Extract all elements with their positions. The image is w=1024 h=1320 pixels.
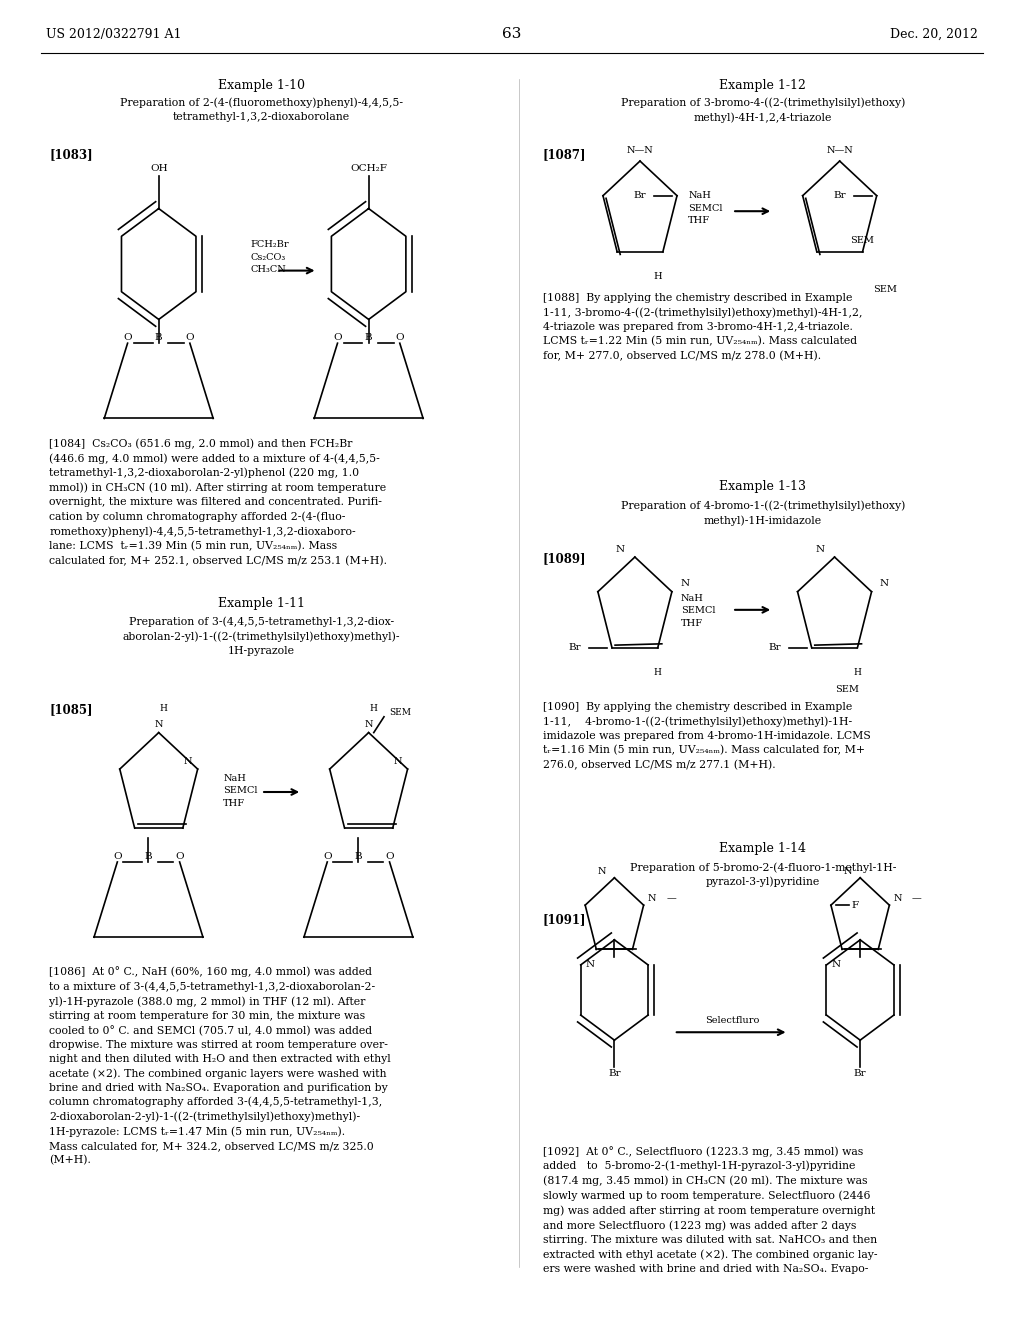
Text: N: N [393, 756, 401, 766]
Text: O: O [113, 853, 122, 861]
Text: [1088]  By applying the chemistry described in Example
1-11, 3-bromo-4-((2-(trim: [1088] By applying the chemistry describ… [543, 293, 862, 360]
Text: Example 1-14: Example 1-14 [720, 842, 806, 855]
Text: O: O [395, 334, 404, 342]
Text: H: H [160, 705, 168, 713]
Text: N—N: N—N [627, 147, 653, 154]
Text: O: O [123, 334, 132, 342]
Text: Preparation of 2-(4-(fluoromethoxy)phenyl)-4,4,5,5-
tetramethyl-1,3,2-dioxaborol: Preparation of 2-(4-(fluoromethoxy)pheny… [120, 98, 402, 123]
Text: Preparation of 5-bromo-2-(4-fluoro-1-methyl-1H-
pyrazol-3-yl)pyridine: Preparation of 5-bromo-2-(4-fluoro-1-met… [630, 862, 896, 887]
Text: O: O [333, 334, 342, 342]
Text: N: N [844, 867, 852, 875]
Text: [1087]: [1087] [543, 148, 586, 161]
Text: Preparation of 4-bromo-1-((2-(trimethylsilyl)ethoxy)
methyl)-1H-imidazole: Preparation of 4-bromo-1-((2-(trimethyls… [621, 500, 905, 525]
Text: N: N [680, 579, 689, 589]
Text: N—N: N—N [826, 147, 853, 154]
Text: —: — [667, 894, 676, 903]
Text: Example 1-11: Example 1-11 [218, 597, 304, 610]
Text: OH: OH [150, 164, 168, 173]
Text: NaH
SEMCl
THF: NaH SEMCl THF [688, 191, 723, 226]
Text: N: N [880, 579, 889, 589]
Text: [1091]: [1091] [543, 913, 586, 927]
Text: N: N [598, 867, 606, 875]
Text: Preparation of 3-bromo-4-((2-(trimethylsilyl)ethoxy)
methyl)-4H-1,2,4-triazole: Preparation of 3-bromo-4-((2-(trimethyls… [621, 98, 905, 123]
Text: Selectfluro: Selectfluro [705, 1016, 760, 1024]
Text: O: O [185, 334, 195, 342]
Text: B: B [155, 334, 163, 342]
Text: H: H [653, 272, 663, 281]
Text: N: N [586, 961, 595, 969]
Text: —: — [912, 894, 922, 903]
Text: N: N [647, 894, 656, 903]
Text: US 2012/0322791 A1: US 2012/0322791 A1 [46, 28, 181, 41]
Text: Br: Br [834, 191, 846, 201]
Text: H: H [653, 668, 662, 677]
Text: N: N [893, 894, 902, 903]
Text: O: O [175, 853, 184, 861]
Text: [1086]  At 0° C., NaH (60%, 160 mg, 4.0 mmol) was added
to a mixture of 3-(4,4,5: [1086] At 0° C., NaH (60%, 160 mg, 4.0 m… [49, 966, 391, 1166]
Text: NaH
SEMCl
THF: NaH SEMCl THF [223, 774, 258, 808]
Text: Br: Br [608, 1069, 621, 1078]
Text: Br: Br [768, 643, 781, 652]
Text: H: H [853, 668, 861, 677]
Text: N: N [155, 721, 163, 729]
Text: B: B [144, 853, 153, 861]
Text: NaH
SEMCl
THF: NaH SEMCl THF [681, 594, 716, 628]
Text: O: O [323, 853, 332, 861]
Text: FCH₂Br
Cs₂CO₃
CH₃CN: FCH₂Br Cs₂CO₃ CH₃CN [251, 240, 290, 275]
Text: Br: Br [568, 643, 582, 652]
Text: N: N [365, 721, 373, 729]
Text: O: O [385, 853, 394, 861]
Text: SEM: SEM [389, 709, 411, 717]
Text: Br: Br [634, 191, 646, 201]
Text: Example 1-10: Example 1-10 [218, 79, 304, 92]
Text: [1084]  Cs₂CO₃ (651.6 mg, 2.0 mmol) and then FCH₂Br
(446.6 mg, 4.0 mmol) were ad: [1084] Cs₂CO₃ (651.6 mg, 2.0 mmol) and t… [49, 438, 387, 566]
Text: [1083]: [1083] [49, 148, 93, 161]
Text: [1090]  By applying the chemistry described in Example
1-11,    4-bromo-1-((2-(t: [1090] By applying the chemistry describ… [543, 702, 870, 770]
Text: SEM: SEM [850, 236, 873, 244]
Text: SEM: SEM [872, 285, 897, 294]
Text: [1089]: [1089] [543, 552, 586, 565]
Text: Br: Br [854, 1069, 866, 1078]
Text: N: N [831, 961, 841, 969]
Text: B: B [365, 334, 373, 342]
Text: SEM: SEM [836, 685, 859, 694]
Text: Example 1-12: Example 1-12 [720, 79, 806, 92]
Text: F: F [851, 900, 858, 909]
Text: [1085]: [1085] [49, 704, 92, 717]
Text: B: B [354, 853, 362, 861]
Text: N: N [815, 545, 824, 553]
Text: N: N [615, 545, 625, 553]
Text: OCH₂F: OCH₂F [350, 164, 387, 173]
Text: 63: 63 [503, 28, 521, 41]
Text: Preparation of 3-(4,4,5,5-tetramethyl-1,3,2-diox-
aborolan-2-yl)-1-((2-(trimethy: Preparation of 3-(4,4,5,5-tetramethyl-1,… [123, 616, 399, 656]
Text: [1092]  At 0° C., Selectfluoro (1223.3 mg, 3.45 mmol) was
added   to  5-bromo-2-: [1092] At 0° C., Selectfluoro (1223.3 mg… [543, 1146, 878, 1274]
Text: Dec. 20, 2012: Dec. 20, 2012 [890, 28, 978, 41]
Text: Example 1-13: Example 1-13 [720, 480, 806, 494]
Text: H: H [370, 705, 378, 713]
Text: N: N [183, 756, 191, 766]
